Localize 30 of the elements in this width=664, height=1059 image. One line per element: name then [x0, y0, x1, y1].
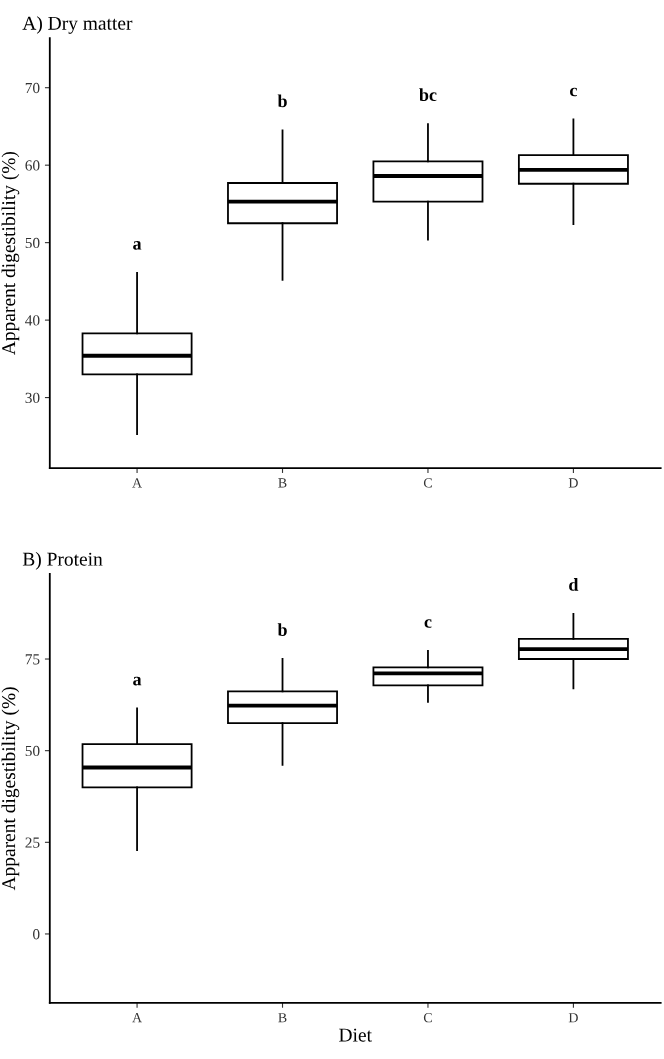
annotation: a — [133, 241, 142, 250]
annotation: d — [569, 578, 579, 591]
annotation: a — [133, 676, 142, 686]
annotation: b — [277, 94, 287, 108]
x-tick-label: C — [423, 478, 432, 488]
chart-title: B) Protein — [22, 552, 103, 570]
y-tick-label: 30 — [25, 392, 40, 404]
y-tick-label: 60 — [25, 160, 40, 171]
annotation: b — [277, 623, 287, 636]
y-tick-label: 50 — [25, 745, 40, 757]
annotation: c — [570, 87, 577, 97]
y-tick-label: 25 — [25, 837, 40, 848]
y-tick-label: 40 — [25, 315, 40, 326]
x-tick-label: A — [132, 478, 142, 488]
x-tick-label: B — [278, 478, 287, 488]
y-tick-label: 0 — [33, 929, 40, 940]
x-tick-label: D — [568, 478, 578, 488]
annotation: bc — [419, 88, 437, 101]
y-tick-label: 70 — [25, 82, 40, 94]
y-tick-label: 50 — [25, 237, 40, 249]
y-axis-title: Apparent digestibility (%) — [1, 687, 20, 891]
x-axis-title: Diet — [339, 1028, 372, 1042]
x-tick-label: B — [278, 1013, 287, 1023]
y-tick-label: 75 — [25, 654, 40, 665]
x-tick-label: D — [568, 1013, 578, 1023]
x-tick-label: C — [423, 1013, 432, 1023]
y-axis-title: Apparent digestibility (%) — [1, 151, 20, 355]
annotation: c — [424, 619, 432, 628]
chart-title: A) Dry matter — [22, 16, 133, 34]
x-tick-label: A — [132, 1013, 142, 1023]
